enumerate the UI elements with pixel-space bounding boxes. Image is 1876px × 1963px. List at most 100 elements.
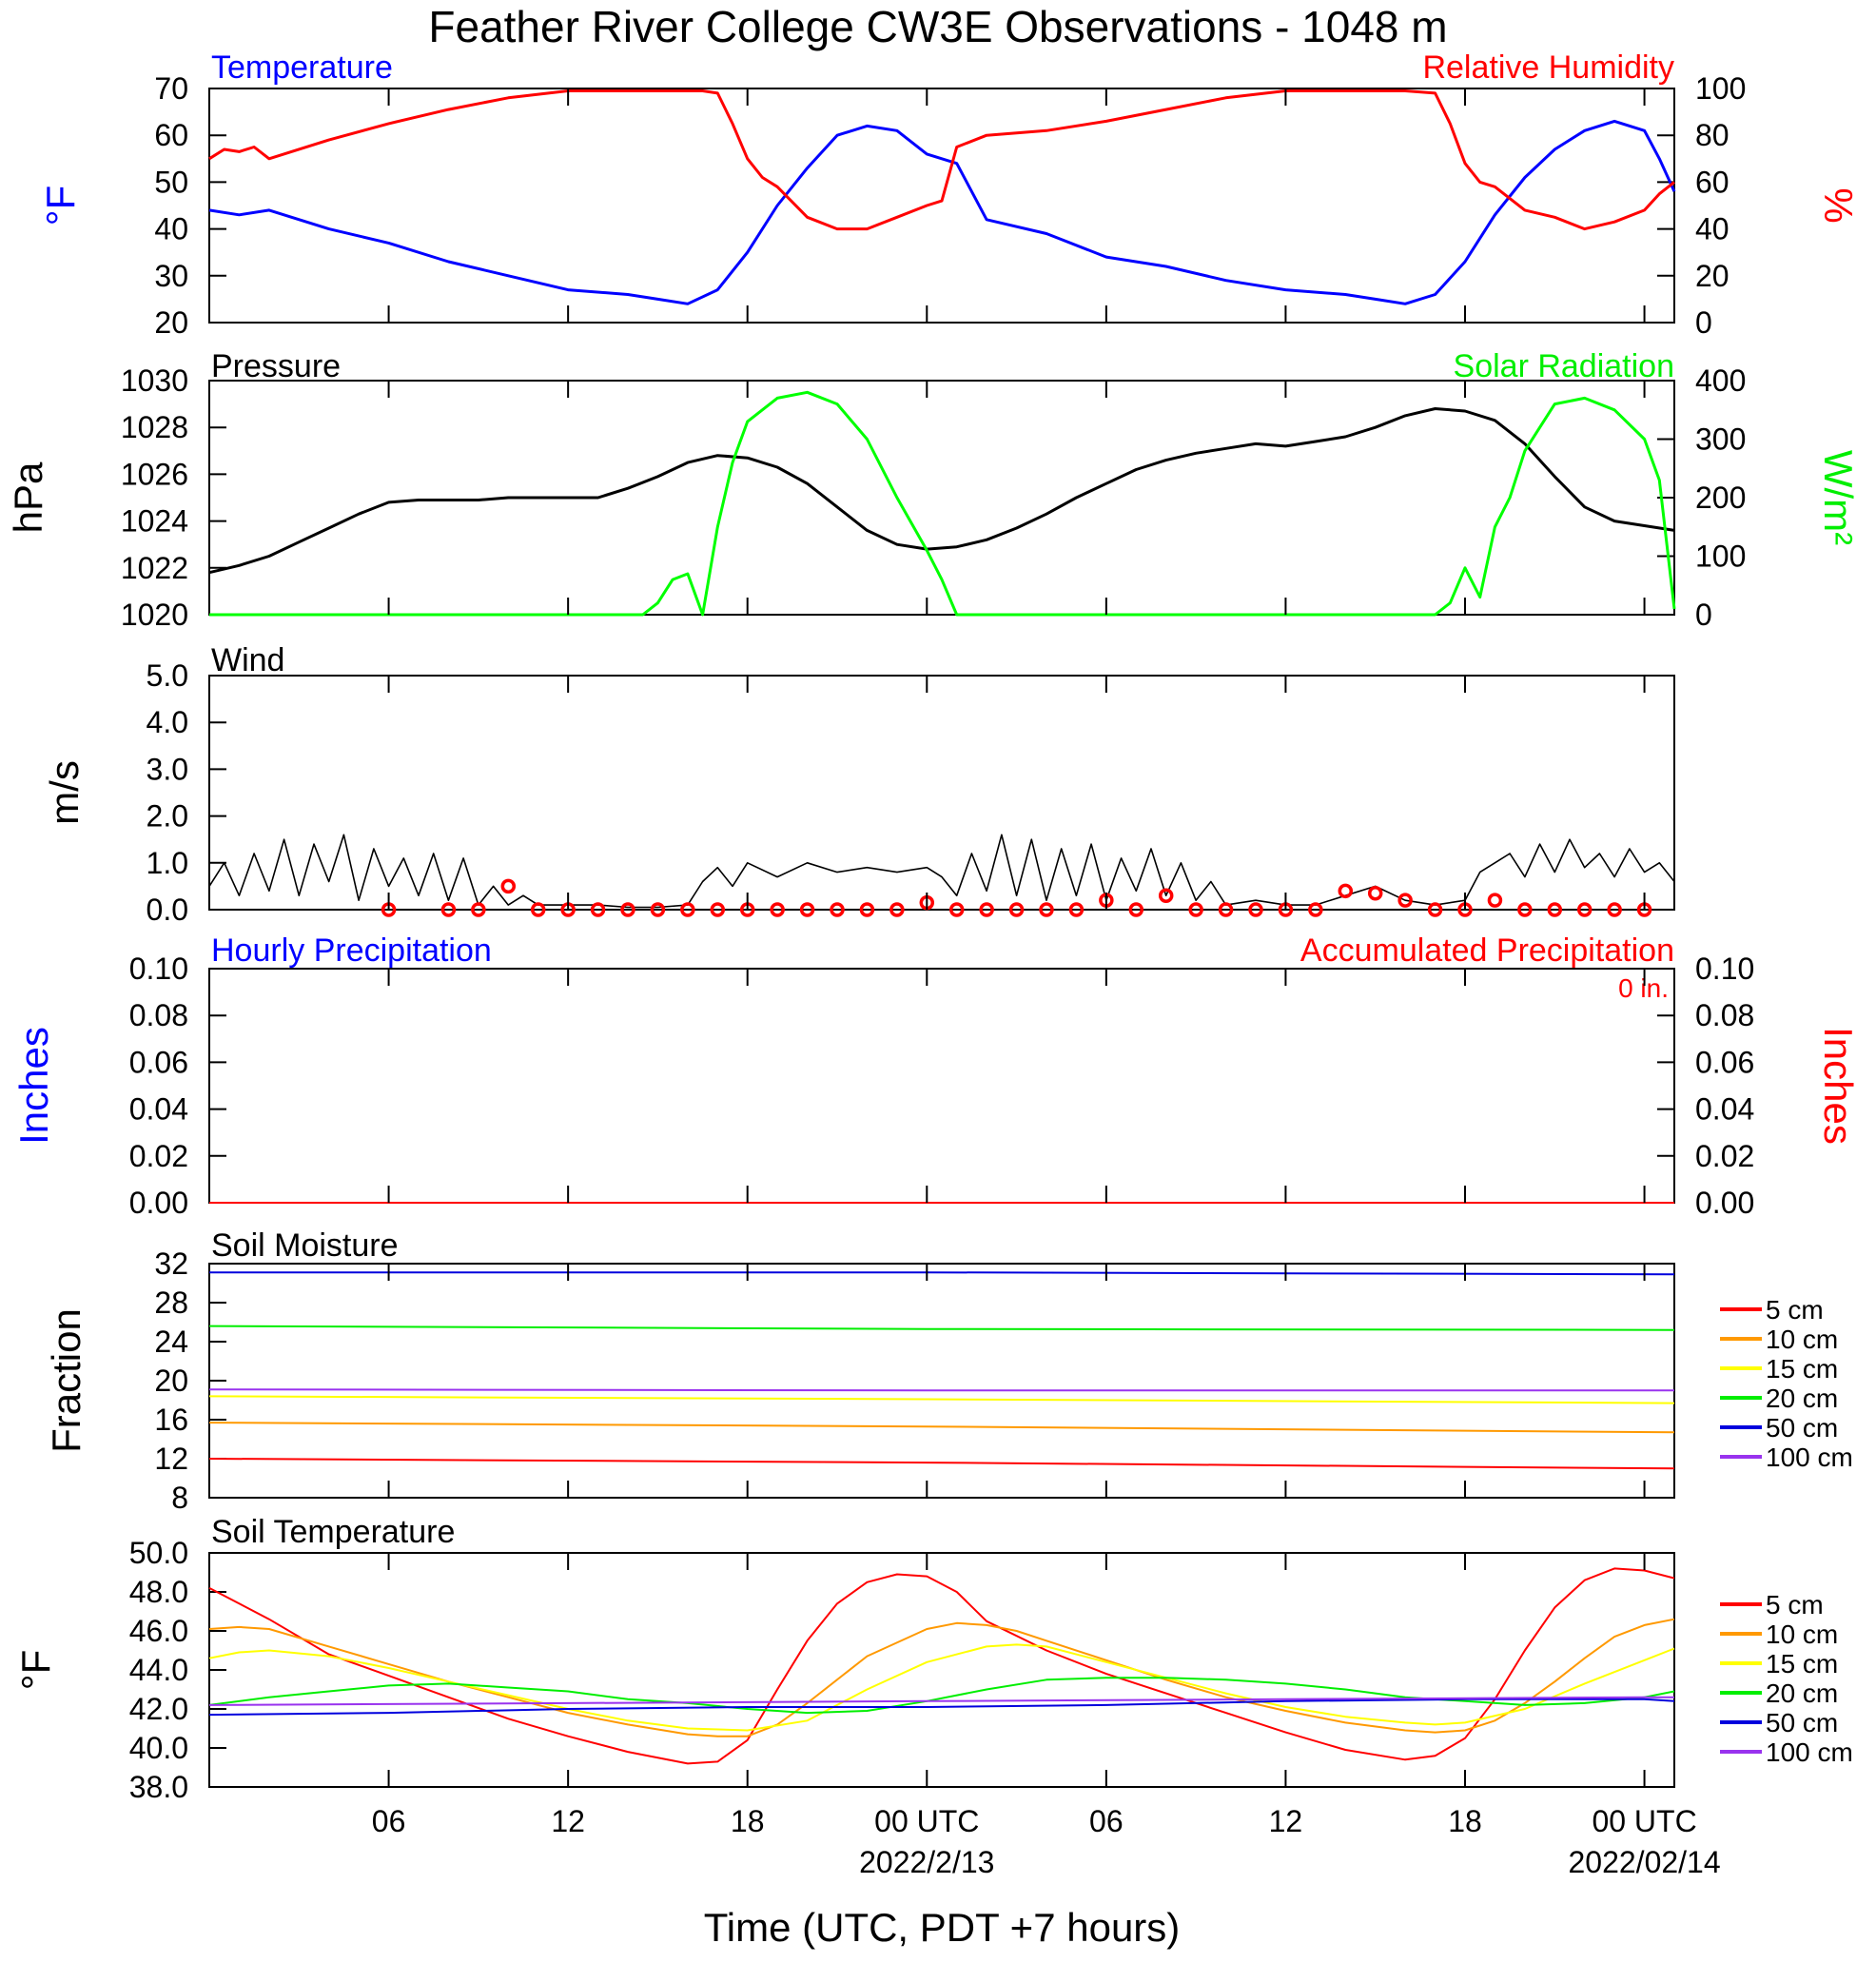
wind-tick-label: 3.0 [147,752,188,786]
series-line-5-cm [208,1458,1675,1470]
humidity-tick-label: 40 [1695,212,1729,246]
wind-barb-marker [770,902,785,917]
wind-barb-marker [710,902,726,917]
humidity-tick-label: 60 [1695,165,1729,199]
legend-label: 10 cm [1766,1619,1838,1649]
hourly-precip-ticks: 0.00 0.02 0.04 0.06 0.08 0.10 [129,952,226,1220]
pressure-axis-label: hPa [6,461,50,533]
precip-total: 0 in. [1618,973,1669,1003]
wind-barb-marker [530,902,546,917]
legend-label: 20 cm [1766,1384,1838,1413]
pressure-tick-label: 1030 [121,363,188,398]
legend-label: 100 cm [1766,1737,1853,1767]
series-line-20-cm [208,1325,1675,1331]
x-axis: 06 12 18 00 UTC 06 12 18 00 UTC 2022/2/13 2022/02… [372,88,1721,1879]
legend-label: 50 cm [1766,1708,1838,1737]
legend-label: 15 cm [1766,1354,1838,1384]
hourly-precip-tick-label: 0.04 [129,1092,188,1127]
series-line-5-cm [208,1567,1675,1765]
wind-barb-marker [1576,902,1593,917]
series-line-15-cm [208,1643,1675,1732]
soil-moisture-tick-label: 20 [154,1364,188,1398]
hourly-precip-tick-label: 0.06 [129,1045,188,1079]
panel-soil-temp: Soil Temperature °F 38.0 40.0 42.0 44.0 46.0… [13,1514,1853,1804]
wind-ticks: 0.0 1.0 2.0 3.0 4.0 5.0 [147,658,226,927]
hourly-precip-title: Hourly Precipitation [211,932,492,969]
accum-precip-title: Accumulated Precipitation [1300,932,1674,969]
hourly-precip-tick-label: 0.08 [129,998,188,1032]
humidity-tick-label: 100 [1695,71,1746,106]
wind-barb-marker [1547,902,1563,917]
solar-title: Solar Radiation [1454,348,1674,384]
accum-precip-tick-label: 0.02 [1695,1139,1754,1173]
wind-barb-marker [889,902,905,917]
wind-barb-marker [1367,886,1383,901]
soil-temp-title: Soil Temperature [211,1514,455,1550]
pressure-tick-label: 1020 [121,598,188,632]
soil-moisture-series [208,1271,1675,1470]
series-line-15-cm [208,1395,1675,1404]
wind-barb-marker [1607,902,1622,917]
panel-precip: Hourly Precipitation Accumulated Precipi… [11,932,1861,1220]
wind-tick-label: 4.0 [147,705,188,739]
series-line-20-cm [208,1677,1675,1715]
hourly-precip-tick-label: 0.02 [129,1139,188,1173]
accum-precip-tick-label: 0.08 [1695,998,1754,1032]
wind-barb-marker [830,902,845,917]
legend-label: 5 cm [1766,1295,1824,1325]
wind-tick-label: 0.0 [147,893,188,927]
series-line-10-cm [208,1618,1675,1737]
soil-moisture-ticks: 8 12 16 20 24 28 32 [154,1247,226,1515]
soil-moisture-tick-label: 32 [154,1247,188,1281]
series-line-solar-radiation [209,390,1676,617]
soil-moisture-axis-label: Fraction [44,1308,88,1453]
soil-moisture-tick-label: 16 [154,1403,188,1437]
wind-barb-marker [1188,902,1203,917]
wind-barb-marker [859,902,875,917]
wind-barb-marker [440,902,457,917]
wind-barb-marker [948,902,965,917]
wind-barb-marker [1517,902,1533,917]
panel-soil-moisture: Soil Moisture Fraction 8 12 16 20 24 28 32 5 c… [44,1227,1853,1515]
wind-series [208,834,1675,917]
wind-barb-marker [979,902,994,917]
series-line-wind [208,834,1675,909]
series-line-50-cm [209,1271,1675,1276]
soil-temp-tick-label: 42.0 [129,1692,188,1726]
wind-barb-marker [1039,902,1054,917]
hourly-precip-tick-label: 0.00 [129,1186,188,1220]
wind-barb-marker [799,902,815,917]
pressure-tick-label: 1022 [121,551,188,585]
wind-barb-marker [1308,902,1323,917]
x-tick-label: 12 [1269,1804,1303,1838]
wind-barb-marker [680,902,695,917]
series-line-100-cm [208,1388,1674,1392]
temp-rh-series [208,89,1676,305]
pressure-tick-label: 1024 [121,504,188,539]
solar-ticks: 0 100 200 300 400 [1657,363,1746,632]
accum-precip-tick-label: 0.00 [1695,1186,1754,1220]
wind-barb-marker [1008,902,1025,917]
x-date-label: 2022/2/13 [859,1845,994,1879]
soil-moisture-tick-label: 12 [154,1442,188,1476]
humidity-title: Relative Humidity [1422,49,1674,86]
wind-barb-marker [1397,893,1413,908]
wind-barb-marker [590,902,606,917]
accum-precip-tick-label: 0.10 [1695,952,1754,986]
wind-barb-marker [1338,883,1354,899]
wind-tick-label: 5.0 [147,658,188,693]
temperature-tick-label: 30 [154,259,188,293]
series-line-10-cm [208,1422,1675,1434]
wind-barb-marker [1218,902,1234,917]
humidity-axis-label: % [1816,187,1861,223]
temperature-tick-label: 60 [154,118,188,152]
wind-barb-marker [1068,902,1085,917]
wind-barb-marker [500,878,517,894]
legend-label: 5 cm [1766,1590,1824,1619]
legend-label: 15 cm [1766,1649,1838,1678]
wind-axis-label: m/s [42,760,87,825]
